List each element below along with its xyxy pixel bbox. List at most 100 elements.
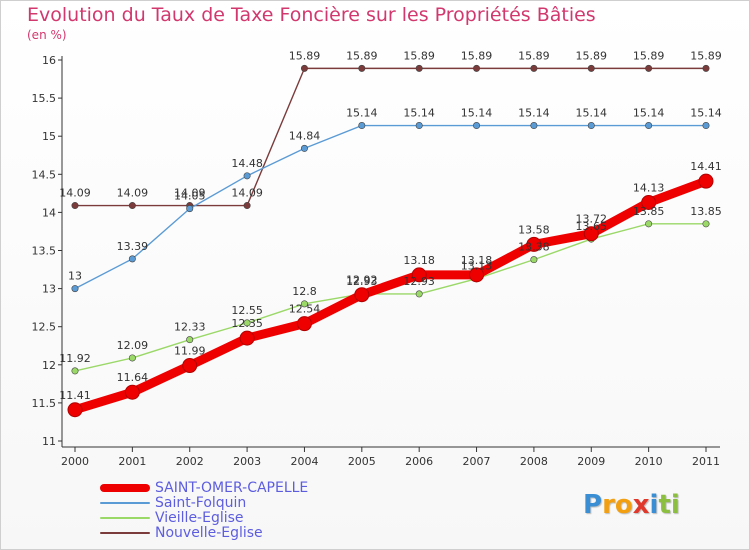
x-tick-label: 2010: [635, 455, 663, 468]
data-label: 15.89: [289, 49, 321, 62]
data-point: [530, 64, 538, 72]
data-point: [411, 267, 427, 283]
y-tick-label: 14: [42, 206, 56, 219]
y-tick-label: 12.5: [32, 321, 57, 334]
data-point: [243, 319, 251, 327]
series-line: [74, 67, 707, 207]
x-tick-label: 2001: [118, 455, 146, 468]
data-point: [415, 122, 423, 130]
data-label: 15.89: [403, 49, 435, 62]
logo-letter: P: [583, 490, 603, 520]
x-tick-label: 2000: [61, 455, 89, 468]
data-label: 13.18: [403, 254, 435, 267]
legend-swatch: [100, 502, 150, 504]
data-point: [702, 64, 710, 72]
data-label: 15.89: [576, 49, 608, 62]
data-point: [587, 64, 595, 72]
data-label: 13: [68, 270, 82, 283]
y-tick-label: 11: [42, 435, 56, 448]
x-tick-label: 2007: [463, 455, 491, 468]
data-label: 14.09: [59, 187, 91, 200]
x-tick-label: 2006: [405, 455, 433, 468]
data-label: 14.48: [231, 157, 263, 170]
data-point: [239, 330, 255, 346]
data-label: 13.65: [576, 220, 608, 233]
data-label: 12.55: [231, 304, 263, 317]
x-tick-label: 2002: [176, 455, 204, 468]
legend-item: Vieille-Eglise: [100, 510, 400, 526]
data-label: 14.84: [289, 129, 321, 142]
data-point: [67, 402, 83, 418]
chart-title: Evolution du Taux de Taxe Foncière sur l…: [27, 4, 596, 26]
series-line: [74, 124, 707, 290]
y-tick-label: 14.5: [32, 168, 57, 181]
data-point: [300, 64, 308, 72]
data-label: 15.89: [461, 49, 493, 62]
series-line: [70, 176, 711, 415]
data-point: [354, 287, 370, 303]
y-tick-label: 15: [42, 130, 56, 143]
y-tick-label: 12: [42, 359, 56, 372]
data-point: [583, 226, 599, 242]
data-label: 13.38: [518, 241, 550, 254]
data-label: 14.09: [174, 187, 206, 200]
data-label: 15.89: [518, 49, 550, 62]
data-point: [186, 205, 194, 213]
chart-legend: SAINT-OMER-CAPELLE Saint-Folquin Vieille-E…: [100, 480, 400, 541]
legend-item: Nouvelle-Eglise: [100, 525, 400, 541]
logo-letter: o: [614, 490, 633, 520]
data-label: 13.39: [117, 240, 149, 253]
data-label: 13.85: [690, 205, 722, 218]
data-point: [243, 172, 251, 180]
data-label: 14.13: [633, 181, 665, 194]
data-point: [702, 220, 710, 228]
y-tick-label: 13.5: [32, 245, 57, 258]
data-point: [530, 256, 538, 264]
data-label: 13.85: [633, 205, 665, 218]
data-point: [698, 173, 714, 189]
data-point: [641, 194, 657, 210]
legend-label: Nouvelle-Eglise: [155, 525, 263, 541]
legend-swatch: [100, 532, 150, 534]
logo-letter: i: [670, 490, 680, 520]
x-tick-label: 2005: [348, 455, 376, 468]
proxiti-logo: Proxiti: [583, 490, 680, 520]
data-label: 12.33: [174, 321, 206, 334]
data-label: 15.14: [633, 107, 665, 120]
data-label: 15.14: [461, 107, 493, 120]
data-point: [526, 236, 542, 252]
data-label: 12.35: [231, 317, 263, 330]
data-point: [587, 122, 595, 130]
logo-letter: x: [632, 490, 650, 520]
data-point: [469, 267, 485, 283]
legend-item: Saint-Folquin: [100, 495, 400, 511]
data-label: 12.92: [346, 274, 378, 287]
legend-swatch: [100, 484, 150, 492]
y-unit-label: (en %): [27, 28, 67, 42]
data-point: [415, 290, 423, 298]
data-label: 15.89: [633, 49, 665, 62]
data-label: 11.99: [174, 345, 206, 358]
data-label: 12.93: [346, 275, 378, 288]
y-tick-label: 13: [42, 283, 56, 296]
data-point: [645, 220, 653, 228]
data-point: [645, 122, 653, 130]
logo-letter: i: [649, 490, 659, 520]
data-point: [530, 122, 538, 130]
logo-letter: r: [602, 490, 615, 520]
data-point: [358, 64, 366, 72]
data-label: 14.09: [231, 187, 263, 200]
data-label: 14.41: [690, 160, 722, 173]
x-tick-label: 2003: [233, 455, 261, 468]
legend-item: SAINT-OMER-CAPELLE: [100, 480, 400, 496]
data-point: [186, 336, 194, 344]
data-label: 15.14: [346, 107, 378, 120]
data-point: [300, 300, 308, 308]
data-label: 13.13: [461, 260, 493, 273]
y-tick-label: 15.5: [32, 92, 57, 105]
data-label: 14.09: [117, 187, 149, 200]
data-label: 13.72: [576, 213, 608, 226]
data-point: [702, 122, 710, 130]
